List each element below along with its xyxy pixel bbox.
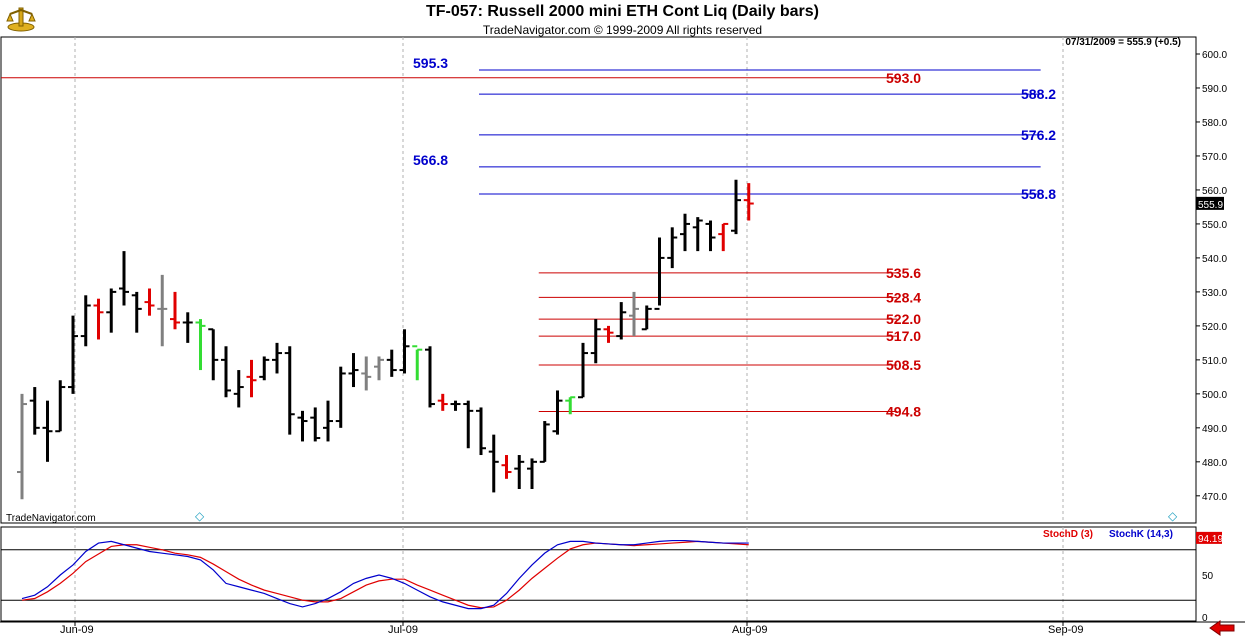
level-label: 517.0	[886, 328, 921, 344]
x-tick-label: Sep-09	[1048, 624, 1083, 636]
scroll-left-arrow-icon	[1209, 620, 1235, 636]
y-tick-label: 580.0	[1202, 118, 1227, 129]
y-tick-label: 500.0	[1202, 390, 1227, 401]
brand-label: TradeNavigator.com	[6, 513, 96, 524]
oscillator-legend-label: StochD (3)	[1043, 529, 1093, 540]
y-tick-label: 600.0	[1202, 50, 1227, 61]
level-label: 588.2	[1021, 86, 1056, 102]
oscillator-series-line	[21, 540, 749, 609]
oscillator-legend-label: StochK (14,3)	[1109, 529, 1173, 540]
x-tick-label: Jul-09	[388, 624, 418, 636]
level-label: 558.8	[1021, 186, 1056, 202]
x-tick-label: Aug-09	[732, 624, 767, 636]
y-tick-label: 520.0	[1202, 322, 1227, 333]
oscillator-y-tick-label: 0	[1202, 613, 1208, 624]
level-label: 494.8	[886, 404, 921, 420]
y-tick-label: 590.0	[1202, 84, 1227, 95]
level-label: 576.2	[1021, 127, 1056, 143]
level-label: 595.3	[413, 55, 448, 71]
level-label: 535.6	[886, 265, 921, 281]
oscillator-last-label: 94.19	[1198, 534, 1223, 545]
level-label: 566.8	[413, 152, 448, 168]
y-tick-label: 530.0	[1202, 288, 1227, 299]
y-tick-label: 490.0	[1202, 424, 1227, 435]
level-label: 528.4	[886, 289, 921, 305]
y-tick-label: 560.0	[1202, 186, 1227, 197]
diamond-marker-icon: ◇	[1168, 509, 1178, 523]
last-price-tag	[1196, 196, 1224, 210]
y-tick-label: 570.0	[1202, 152, 1227, 163]
last-price-label: 555.9	[1198, 200, 1223, 211]
level-label: 508.5	[886, 357, 921, 373]
chart-title: TF-057: Russell 2000 mini ETH Cont Liq (…	[426, 3, 819, 20]
y-tick-label: 480.0	[1202, 458, 1227, 469]
price-pane-border	[0, 36, 1197, 524]
copyright-subtitle: TradeNavigator.com © 1999-2009 All right…	[482, 23, 763, 37]
x-tick-label: Jun-09	[60, 624, 94, 636]
oscillator-series-line	[21, 539, 749, 610]
y-tick-label: 540.0	[1202, 254, 1227, 265]
oscillator-y-tick-label: 50	[1202, 571, 1214, 582]
y-tick-label: 550.0	[1202, 220, 1227, 231]
oscillator-pane-border	[0, 526, 1197, 622]
trade-navigator-logo-icon	[6, 4, 36, 37]
last-price-info: 07/31/2009 = 555.9 (+0.5)	[1065, 37, 1181, 48]
level-label: 593.0	[886, 70, 921, 86]
y-tick-label: 510.0	[1202, 356, 1227, 367]
level-label: 522.0	[886, 311, 921, 327]
y-tick-label: 470.0	[1202, 492, 1227, 503]
oscillator-last-tag	[1196, 531, 1222, 544]
r-marker-icon: ◇	[195, 509, 205, 523]
